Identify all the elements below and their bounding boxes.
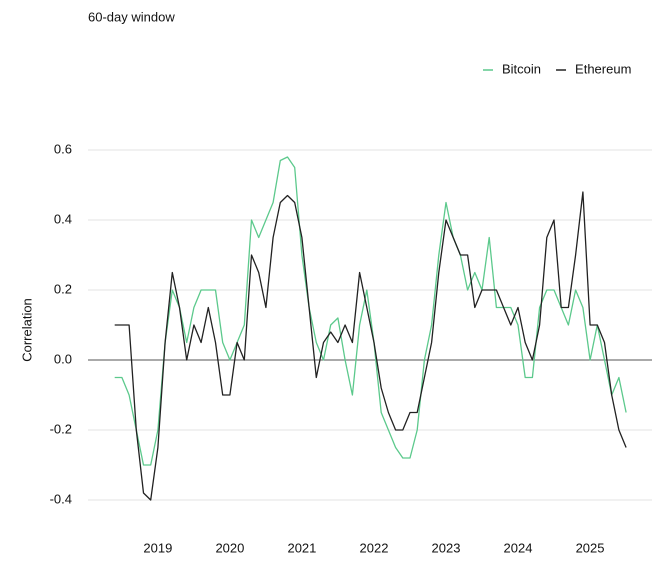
- x-tick-label: 2020: [215, 540, 244, 555]
- y-tick-label: 0.2: [54, 281, 72, 296]
- chart-subtitle: 60-day window: [88, 9, 175, 24]
- y-tick-label: 0.4: [54, 211, 72, 226]
- legend-label: Bitcoin: [502, 61, 541, 76]
- x-tick-label: 2022: [360, 540, 389, 555]
- y-tick-label: -0.4: [50, 491, 72, 506]
- series-line: [114, 191, 627, 501]
- x-tick-label: 2025: [576, 540, 605, 555]
- y-tick-label: 0.0: [54, 351, 72, 366]
- x-tick-label: 2021: [287, 540, 316, 555]
- series-line: [114, 156, 627, 466]
- y-tick-label: -0.2: [50, 421, 72, 436]
- y-tick-label: 0.6: [54, 141, 72, 156]
- legend-label: Ethereum: [575, 61, 631, 76]
- x-tick-label: 2023: [432, 540, 461, 555]
- y-axis-label: Correlation: [19, 298, 34, 362]
- x-tick-label: 2024: [504, 540, 533, 555]
- x-tick-label: 2019: [143, 540, 172, 555]
